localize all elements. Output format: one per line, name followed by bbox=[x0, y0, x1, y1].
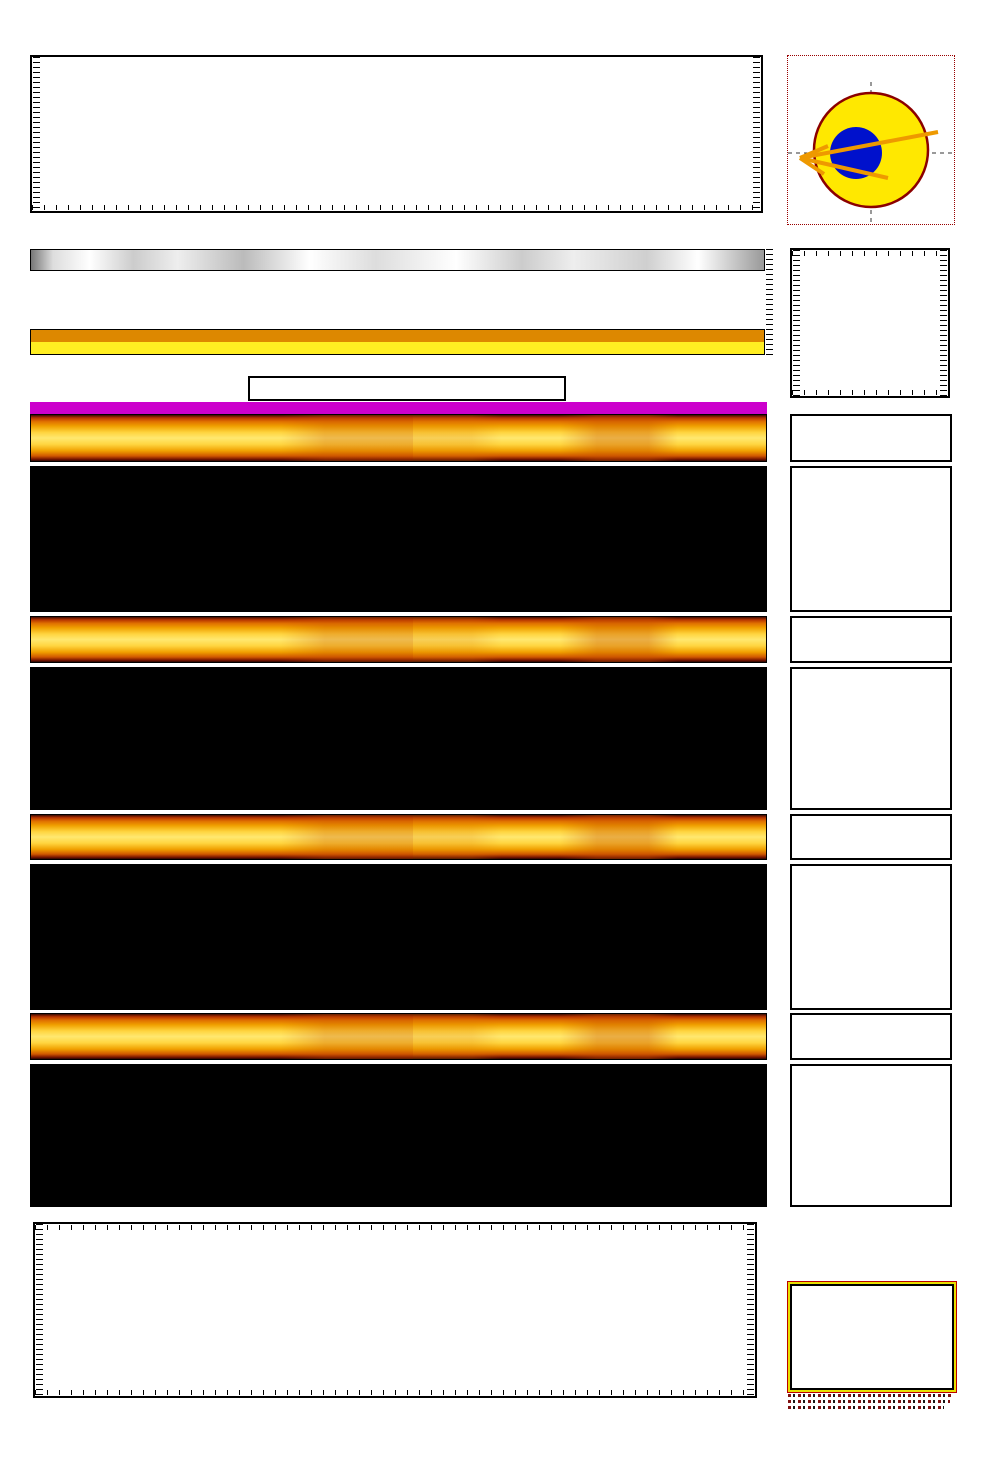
pha-red-hist-1 bbox=[790, 1064, 952, 1207]
arrowhead-barb2 bbox=[798, 156, 826, 176]
spectrogram-4-overview bbox=[30, 414, 767, 462]
ads-3-label bbox=[956, 616, 998, 810]
dump-number bbox=[788, 198, 954, 222]
header bbox=[35, 16, 965, 42]
pha-blue-hist-3 bbox=[790, 616, 952, 663]
ba-hv-strip bbox=[30, 329, 765, 355]
line-label-1 bbox=[765, 1064, 790, 1207]
arrowhead-barb1 bbox=[799, 144, 829, 160]
no-nights-label bbox=[793, 1224, 953, 1268]
pointing-arrow-upper bbox=[799, 130, 939, 160]
channel-2-label bbox=[0, 814, 26, 1010]
bin-no-label bbox=[365, 1428, 445, 1448]
ba-orange-band bbox=[31, 330, 764, 342]
goes-lightcurve-plot bbox=[30, 55, 763, 213]
spectrogram-2-overview bbox=[30, 814, 767, 860]
pha-blue-hist-4 bbox=[790, 414, 952, 462]
channel-4-label bbox=[0, 414, 26, 612]
resik-logo bbox=[790, 1284, 954, 1390]
proton-electron-strip bbox=[30, 276, 765, 321]
spectra-timestamp bbox=[756, 1222, 784, 1402]
spectrogram-1-overview bbox=[30, 1013, 767, 1060]
ba-label bbox=[0, 322, 26, 360]
goes-left-minor-ticks bbox=[33, 57, 40, 211]
pha-blue-hist-2 bbox=[790, 814, 952, 860]
spectrogram-2-pha bbox=[30, 864, 767, 1010]
start-time-box bbox=[248, 376, 566, 401]
pha-red-hist-3 bbox=[790, 667, 952, 810]
strip-right-ruler bbox=[766, 249, 773, 355]
spectrometer-word bbox=[792, 1362, 952, 1388]
sun-position-panel bbox=[787, 55, 955, 225]
spectrogram-3-overview bbox=[30, 616, 767, 663]
corrected-spectra-chart bbox=[35, 1224, 755, 1396]
sun-diagram bbox=[788, 82, 954, 224]
sun-panel-date bbox=[788, 57, 954, 81]
corrected-spectra-plot bbox=[33, 1222, 757, 1398]
logo-credit-line-2 bbox=[788, 1400, 950, 1403]
pha-red-hist-2 bbox=[790, 864, 952, 1010]
channel-3-label bbox=[0, 616, 26, 810]
hv-label bbox=[764, 320, 788, 362]
channel-1-label bbox=[0, 1013, 26, 1207]
pointing-arrow-lower bbox=[799, 156, 889, 180]
logo-credit-line-1 bbox=[788, 1394, 952, 1397]
ads-4-label bbox=[956, 414, 998, 612]
ads-2-label bbox=[956, 814, 998, 1010]
first-order-panel bbox=[790, 248, 950, 398]
attitude-grayscale-strip bbox=[30, 249, 765, 271]
tc-bar bbox=[30, 402, 767, 414]
line-label-2 bbox=[765, 864, 790, 1010]
ads-1-label bbox=[956, 1013, 998, 1207]
spectrogram-1-pha bbox=[30, 1064, 767, 1207]
line-label-4 bbox=[765, 466, 790, 612]
prot-el-label bbox=[0, 266, 26, 326]
logo-credit-line-3 bbox=[788, 1406, 944, 1409]
pha-red-hist-4 bbox=[790, 466, 952, 612]
goes-bottom-minor-ticks bbox=[32, 205, 761, 210]
proton-electron-chart bbox=[30, 276, 765, 321]
ba-yellow-band bbox=[31, 342, 764, 354]
pha-blue-hist-1 bbox=[790, 1013, 952, 1060]
line-label-3 bbox=[765, 667, 790, 810]
first-order-ylabel bbox=[964, 252, 998, 394]
spectrogram-4-pha bbox=[30, 466, 767, 612]
goes-right-minor-ticks bbox=[753, 57, 760, 211]
spectrogram-3-pha bbox=[30, 667, 767, 810]
